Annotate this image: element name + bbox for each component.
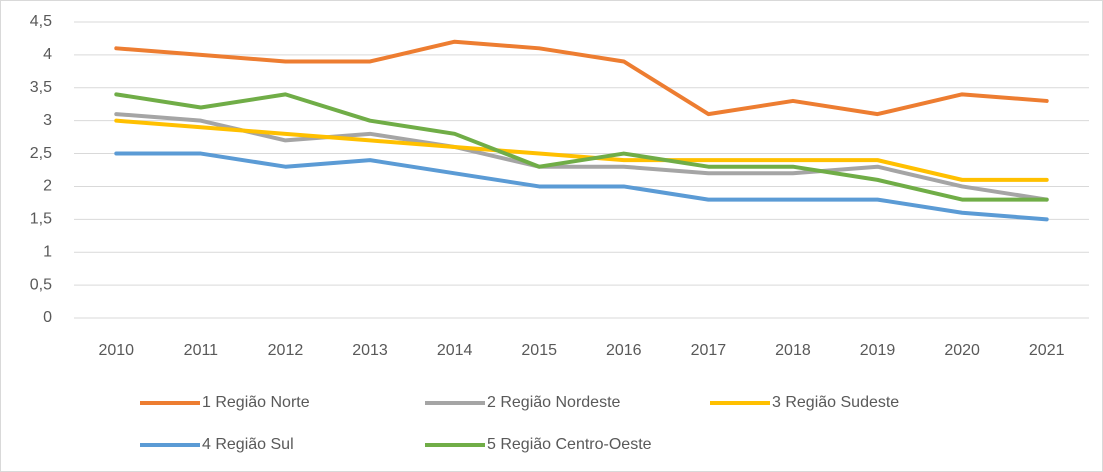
series-line [114,118,1049,182]
y-tick-label: 3 [43,112,52,129]
y-tick-label: 4,5 [30,13,52,30]
y-tick-label: 4 [43,46,52,63]
x-tick-label: 2010 [98,342,134,359]
legend-label: 2 Região Nordeste [487,394,621,411]
series-line [114,39,1049,117]
series-line [114,92,1049,202]
legend-label: 3 Região Sudeste [772,394,899,411]
y-tick-label: 3,5 [30,79,52,96]
series-line [114,112,1049,202]
y-tick-label: 1,5 [30,211,52,228]
y-tick-label: 2 [43,178,52,195]
x-tick-label: 2018 [775,342,811,359]
series-line [114,151,1049,222]
x-tick-label: 2016 [606,342,642,359]
x-tick-label: 2021 [1029,342,1065,359]
y-tick-label: 0 [43,309,52,326]
x-tick-label: 2019 [860,342,896,359]
y-tick-label: 0,5 [30,276,52,293]
x-tick-label: 2013 [352,342,388,359]
y-tick-label: 2,5 [30,145,52,162]
legend-label: 4 Região Sul [202,436,294,453]
legend-label: 5 Região Centro-Oeste [487,436,652,453]
x-tick-label: 2017 [691,342,727,359]
x-tick-label: 2014 [437,342,473,359]
legend-label: 1 Região Norte [202,394,310,411]
x-tick-label: 2015 [521,342,557,359]
x-tick-label: 2012 [268,342,304,359]
x-tick-label: 2011 [184,342,219,359]
x-tick-label: 2020 [944,342,980,359]
y-tick-label: 1 [43,243,52,260]
